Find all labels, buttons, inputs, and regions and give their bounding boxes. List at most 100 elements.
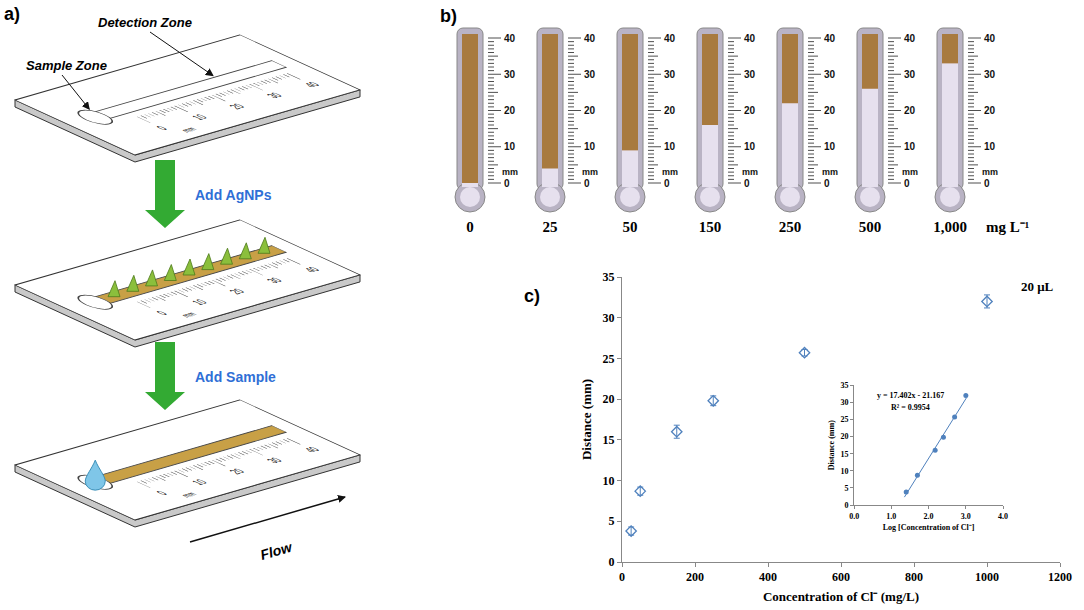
svg-text:150: 150	[699, 219, 722, 235]
svg-text:10: 10	[744, 141, 756, 152]
svg-text:40: 40	[584, 33, 596, 44]
svg-text:4.0: 4.0	[998, 512, 1008, 521]
svg-text:0: 0	[466, 219, 474, 235]
svg-text:10: 10	[584, 141, 596, 152]
svg-text:c): c)	[524, 286, 540, 306]
svg-text:0: 0	[619, 570, 625, 584]
svg-text:Add Sample: Add Sample	[195, 369, 276, 385]
svg-text:0: 0	[984, 178, 990, 189]
svg-text:40: 40	[301, 80, 323, 88]
svg-text:mm: mm	[582, 167, 598, 177]
svg-text:10: 10	[188, 478, 210, 486]
svg-text:40: 40	[824, 33, 836, 44]
svg-text:mm: mm	[982, 167, 998, 177]
svg-text:30: 30	[824, 69, 836, 80]
svg-text:20: 20	[744, 105, 756, 116]
svg-text:20: 20	[603, 392, 615, 406]
svg-text:Detection Zone: Detection Zone	[98, 15, 192, 30]
svg-text:0.0: 0.0	[849, 512, 859, 521]
svg-text:40: 40	[301, 265, 323, 273]
svg-text:5: 5	[845, 484, 849, 493]
svg-text:20: 20	[226, 287, 248, 295]
svg-text:30: 30	[263, 91, 285, 99]
svg-text:1,000: 1,000	[933, 219, 967, 235]
svg-text:0: 0	[504, 178, 510, 189]
svg-text:Add AgNPs: Add AgNPs	[195, 187, 272, 203]
svg-text:5: 5	[609, 514, 615, 528]
svg-text:0: 0	[584, 178, 590, 189]
svg-text:y = 17.402x - 21.167: y = 17.402x - 21.167	[877, 391, 944, 400]
svg-text:0: 0	[845, 501, 849, 510]
svg-text:30: 30	[603, 311, 615, 325]
svg-text:mm: mm	[502, 167, 518, 177]
svg-text:Distance (mm): Distance (mm)	[579, 379, 594, 460]
svg-text:30: 30	[904, 69, 916, 80]
svg-text:1000: 1000	[975, 570, 999, 584]
svg-text:10: 10	[824, 141, 836, 152]
svg-text:mm: mm	[742, 167, 758, 177]
svg-text:0: 0	[664, 178, 670, 189]
svg-text:50: 50	[623, 219, 638, 235]
svg-text:20: 20	[664, 105, 676, 116]
svg-text:20: 20	[504, 105, 516, 116]
svg-text:20: 20	[584, 105, 596, 116]
svg-text:40: 40	[664, 33, 676, 44]
svg-text:400: 400	[759, 570, 777, 584]
svg-text:30: 30	[584, 69, 596, 80]
svg-text:mm: mm	[178, 491, 199, 499]
svg-text:10: 10	[603, 474, 615, 488]
svg-text:mm: mm	[178, 126, 199, 134]
svg-text:20: 20	[226, 102, 248, 110]
svg-text:200: 200	[686, 570, 704, 584]
svg-text:20: 20	[841, 432, 849, 441]
svg-text:1200: 1200	[1048, 570, 1072, 584]
svg-text:10: 10	[504, 141, 516, 152]
svg-text:30: 30	[744, 69, 756, 80]
svg-text:Log [Concentration of Cl⁻]: Log [Concentration of Cl⁻]	[883, 523, 975, 532]
svg-text:600: 600	[832, 570, 850, 584]
svg-text:20 μL: 20 μL	[1021, 279, 1054, 294]
svg-text:35: 35	[841, 381, 849, 390]
svg-text:0: 0	[153, 489, 170, 496]
svg-text:40: 40	[744, 33, 756, 44]
svg-text:0: 0	[824, 178, 830, 189]
svg-text:1.0: 1.0	[886, 512, 896, 521]
svg-text:25: 25	[543, 219, 558, 235]
svg-text:10: 10	[664, 141, 676, 152]
svg-text:Distance (mm): Distance (mm)	[827, 420, 836, 470]
svg-text:0: 0	[153, 309, 170, 316]
svg-text:mm: mm	[822, 167, 838, 177]
svg-text:10: 10	[188, 113, 210, 121]
svg-text:500: 500	[859, 219, 882, 235]
svg-text:mm: mm	[902, 167, 918, 177]
svg-text:15: 15	[841, 450, 849, 459]
svg-text:40: 40	[984, 33, 996, 44]
svg-text:3.0: 3.0	[961, 512, 971, 521]
svg-text:2.0: 2.0	[924, 512, 934, 521]
svg-text:30: 30	[841, 398, 849, 407]
svg-text:0: 0	[904, 178, 910, 189]
svg-text:800: 800	[905, 570, 923, 584]
svg-text:mm: mm	[662, 167, 678, 177]
svg-text:b): b)	[440, 6, 457, 26]
svg-text:0: 0	[609, 555, 615, 569]
svg-text:20: 20	[904, 105, 916, 116]
svg-text:Flow: Flow	[258, 538, 294, 562]
svg-text:40: 40	[301, 445, 323, 453]
svg-text:0: 0	[153, 124, 170, 131]
svg-text:10: 10	[841, 467, 849, 476]
svg-text:20: 20	[984, 105, 996, 116]
svg-text:30: 30	[984, 69, 996, 80]
svg-text:40: 40	[904, 33, 916, 44]
svg-text:40: 40	[504, 33, 516, 44]
svg-text:a): a)	[4, 4, 20, 24]
svg-text:R² = 0.9954: R² = 0.9954	[891, 403, 930, 412]
svg-text:Sample Zone: Sample Zone	[26, 58, 107, 73]
svg-text:20: 20	[226, 467, 248, 475]
svg-text:0: 0	[744, 178, 750, 189]
svg-text:15: 15	[603, 433, 615, 447]
svg-text:10: 10	[188, 298, 210, 306]
svg-text:30: 30	[504, 69, 516, 80]
svg-text:30: 30	[263, 276, 285, 284]
svg-text:10: 10	[904, 141, 916, 152]
